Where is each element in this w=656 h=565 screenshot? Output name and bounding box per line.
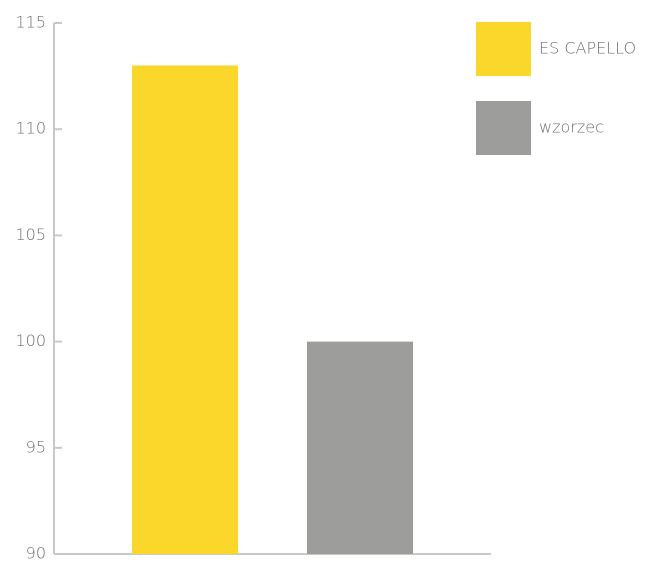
y-tick-label: 95 bbox=[26, 437, 46, 456]
y-tick-label: 90 bbox=[26, 544, 46, 563]
y-tick-label: 110 bbox=[15, 119, 46, 138]
bar bbox=[132, 65, 238, 554]
legend-swatch bbox=[476, 22, 531, 76]
y-tick-label: 105 bbox=[15, 225, 46, 244]
bar bbox=[307, 341, 413, 554]
legend-label: wzorzec bbox=[539, 118, 604, 137]
legend-label: ES CAPELLO bbox=[539, 39, 636, 58]
y-tick-label: 115 bbox=[15, 13, 46, 32]
legend-swatch bbox=[476, 101, 531, 155]
y-tick-label: 100 bbox=[15, 331, 46, 350]
